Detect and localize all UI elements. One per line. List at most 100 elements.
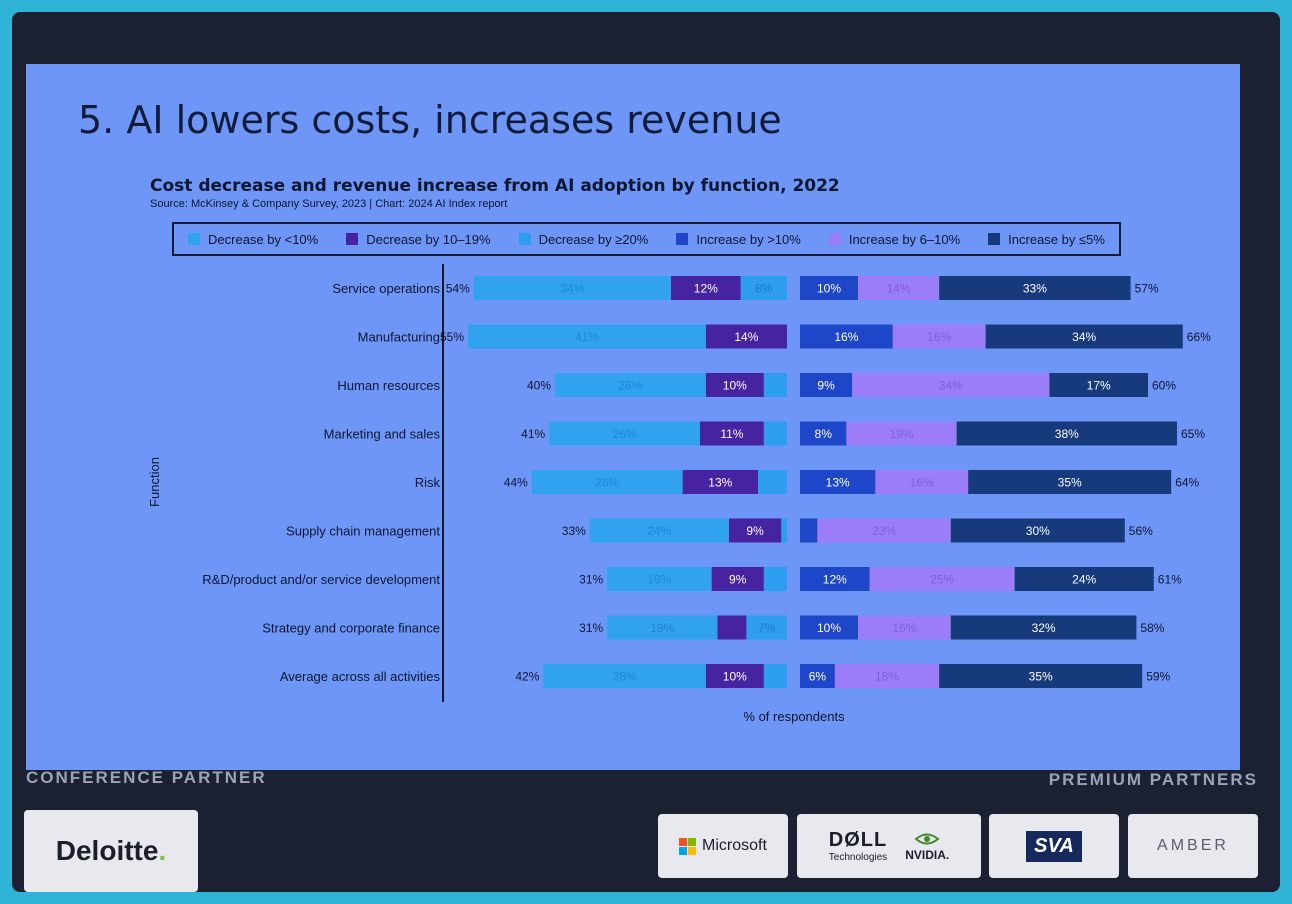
deloitte-wordmark: Deloitte — [55, 835, 159, 866]
category-label: Manufacturing — [358, 330, 440, 345]
category-label: Risk — [415, 475, 441, 490]
cost-bar-segment — [746, 615, 787, 640]
revenue-bar-label: 10% — [817, 282, 841, 296]
revenue-bar-segment — [950, 518, 1125, 543]
cost-bar-segment — [740, 276, 787, 300]
cost-bar-segment — [589, 518, 729, 543]
dell-subtitle: Technologies — [828, 852, 888, 863]
slide-title: 5. AI lowers costs, increases revenue — [78, 98, 782, 142]
cost-bar-segment — [531, 470, 683, 494]
revenue-bar-segment — [858, 615, 951, 640]
cost-bar-label: 24% — [647, 524, 671, 538]
legend-item: Decrease by <10% — [188, 232, 318, 247]
cost-bar-segment — [729, 518, 782, 543]
microsoft-wordmark: Microsoft — [702, 837, 767, 854]
legend-label: Decrease by 10–19% — [366, 231, 491, 247]
revenue-bar-segment — [985, 324, 1183, 349]
chart-legend: Decrease by <10% Decrease by 10–19% Decr… — [172, 222, 1121, 256]
legend-swatch — [828, 233, 841, 245]
revenue-bar-label: 34% — [1072, 330, 1096, 344]
deloitte-logo: Deloitte. — [24, 810, 198, 892]
legend-item: Increase by 6–10% — [828, 232, 960, 247]
nvidia-logo: NVIDIA. — [905, 830, 949, 862]
revenue-bar-label: 23% — [872, 524, 896, 538]
cost-bar-label: 18% — [647, 573, 671, 587]
revenue-bar-segment — [939, 276, 1131, 300]
revenue-bar-segment — [817, 518, 951, 543]
revenue-bar-label: 16% — [927, 330, 951, 344]
revenue-bar-label: 13% — [826, 476, 850, 490]
category-label: Marketing and sales — [324, 427, 441, 442]
legend-label: Increase by >10% — [696, 231, 801, 247]
cost-bar-segment — [705, 373, 764, 397]
revenue-bar-segment — [800, 276, 858, 300]
sva-logo: SVA — [989, 814, 1119, 878]
revenue-bar-segment — [800, 664, 835, 688]
cost-total-label: 31% — [579, 573, 603, 587]
revenue-bar-label: 16% — [910, 476, 934, 490]
cost-bar-segment — [671, 276, 741, 300]
cost-bar-label: 26% — [595, 476, 619, 490]
legend-swatch — [346, 233, 359, 245]
microsoft-logo: Microsoft — [658, 814, 788, 878]
cost-total-label: 33% — [562, 524, 586, 538]
slide — [26, 64, 1240, 770]
cost-bar-label: 13% — [708, 476, 732, 490]
revenue-bar-segment — [800, 324, 893, 349]
cost-bar-segment — [763, 664, 787, 688]
cost-bar-label: 9% — [729, 573, 747, 587]
revenue-bar-label: 35% — [1029, 670, 1053, 684]
revenue-total-label: 61% — [1158, 573, 1182, 587]
revenue-total-label: 64% — [1175, 476, 1199, 490]
amber-logo: AMBER — [1128, 814, 1258, 878]
revenue-total-label: 59% — [1146, 670, 1170, 684]
microsoft-icon — [679, 837, 697, 855]
revenue-bar-segment — [1049, 373, 1148, 397]
revenue-bar-label: 24% — [1072, 573, 1096, 587]
revenue-bar-segment — [800, 373, 853, 397]
cost-bar-segment — [473, 276, 671, 300]
dell-wordmark: DØLL — [828, 829, 888, 851]
revenue-bar-segment — [875, 470, 969, 494]
revenue-bar-segment — [800, 615, 858, 640]
cost-bar-label: 34% — [560, 282, 584, 296]
revenue-bar-label: 32% — [1032, 621, 1056, 635]
cost-bar-label: 14% — [734, 330, 758, 344]
dell-logo: DØLL Technologies — [829, 829, 887, 863]
cost-total-label: 44% — [504, 476, 528, 490]
category-label: Supply chain management — [286, 524, 440, 539]
cost-bar-label: 8% — [755, 282, 773, 296]
x-axis-title: % of respondents — [743, 709, 845, 724]
cost-bar-segment — [717, 615, 747, 640]
nvidia-eye-icon — [914, 833, 940, 845]
cost-bar-segment — [682, 470, 758, 494]
revenue-bar-label: 38% — [1055, 427, 1079, 441]
legend-item: Increase by >10% — [676, 231, 801, 247]
category-label: Service operations — [332, 281, 440, 296]
revenue-bar-segment — [858, 276, 940, 300]
sva-wordmark: SVA — [1026, 830, 1082, 862]
legend-label: Increase by ≤5% — [1008, 231, 1105, 247]
y-axis-title: Function — [147, 457, 162, 507]
revenue-total-label: 56% — [1129, 524, 1153, 538]
cost-bar-label: 7% — [758, 621, 776, 635]
revenue-bar-label: 9% — [817, 379, 835, 393]
revenue-bar-segment — [800, 567, 870, 591]
cost-bar-segment — [763, 421, 787, 446]
revenue-total-label: 66% — [1187, 330, 1211, 344]
conference-partner-label: CONFERENCE PARTNER — [26, 768, 267, 787]
amber-wordmark: AMBER — [1157, 837, 1229, 854]
category-label: Strategy and corporate finance — [262, 621, 440, 636]
cost-bar-label: 19% — [650, 621, 674, 635]
revenue-bar-segment — [852, 373, 1050, 397]
legend-label: Decrease by <10% — [208, 231, 319, 247]
cost-bar-label: 26% — [618, 379, 642, 393]
cost-bar-segment — [543, 664, 706, 688]
cost-bar-segment — [781, 518, 787, 543]
cost-bar-segment — [705, 324, 787, 349]
revenue-bar-label: 12% — [823, 573, 847, 587]
revenue-bar-label: 8% — [815, 427, 833, 441]
cost-bar-segment — [700, 421, 764, 446]
cost-bar-label: 10% — [723, 670, 747, 684]
